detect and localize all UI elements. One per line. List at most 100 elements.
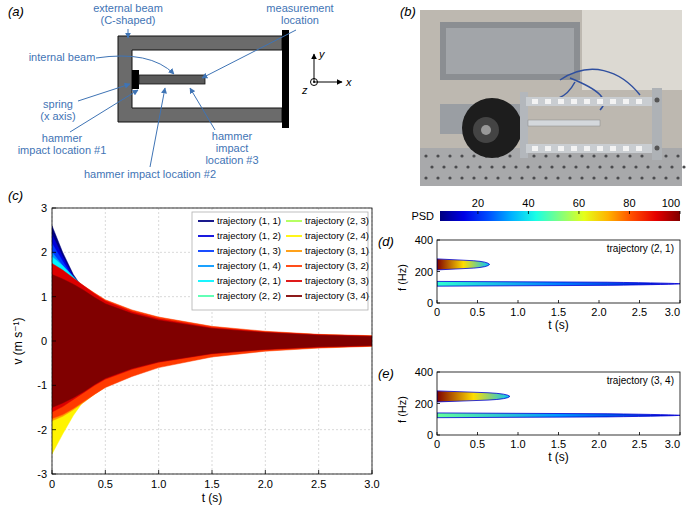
pointer-arrow [128,29,129,38]
tick-label: 200 [415,266,433,278]
pointer-arrow [150,88,165,167]
tick-label: 1.5 [551,306,566,318]
tick-label: 80 [623,197,635,209]
photo-shape [530,69,640,110]
tick-label: 0.5 [98,478,113,490]
photo-shape [462,98,522,158]
photo-shape [442,165,445,168]
background [0,0,692,507]
photo-shape [526,144,654,153]
spectrogram: 00.51.01.52.02.53.00200400t (s)f (Hz)(e)… [378,366,680,464]
tick [680,300,681,303]
pointer-arrow [202,30,296,78]
grid-line [52,429,372,430]
photo-shape [484,176,487,179]
photo-shape [436,176,439,179]
legend-swatch [198,250,214,252]
photo-shape [473,117,499,143]
photo-shape [544,154,547,157]
tick-label: 1 [41,291,47,303]
photo-shape [545,99,551,104]
photo-shape [592,154,595,157]
diagram-label: location [281,14,319,26]
tick-label: -1 [37,379,47,391]
photo-shape [610,165,613,168]
photo-shape [420,148,682,186]
end-plate [282,30,289,128]
photo-shape [597,146,603,151]
tick [437,300,438,303]
diagram-label: internal beam [29,51,96,63]
legend-swatch [286,220,302,222]
photo-shape [538,165,541,168]
figure: (a)external beam(C-shaped)internal beamm… [0,0,692,507]
photo-shape [508,176,511,179]
photo-shape [610,99,616,104]
tick-label: 1.5 [551,438,566,450]
axis-title: v (m s⁻¹) [11,318,25,365]
legend-swatch [286,295,302,297]
diagram-label: location #3 [205,154,258,166]
tick-label: 0 [434,438,440,450]
axis-title: f (Hz) [396,264,408,291]
photo-shape [490,165,493,168]
legend-label: trajectory (2, 4) [305,230,369,241]
photo-shape [676,176,679,179]
tick-label: 400 [415,234,433,246]
legend: trajectory (1, 1)trajectory (1, 2)trajec… [192,212,369,310]
panel-label: (e) [378,366,394,381]
tick-label: 0 [41,335,47,347]
pointer-arrow [96,56,174,74]
diagram: external beam(C-shaped)internal beammeas… [18,2,352,180]
photo-shape [440,22,580,80]
tick [52,252,56,253]
axis-out-of-plane-dot [313,81,315,83]
photo-shape [580,176,583,179]
photo-shape [532,176,535,179]
tick [52,470,53,474]
legend-swatch [198,295,214,297]
diagram-label: hammer [42,132,83,144]
photo-shape [528,120,600,126]
tick [639,432,640,435]
photo-shape [568,176,571,179]
diagram-label: hammer [212,130,253,142]
tick [629,211,630,214]
axis-out-of-plane [311,79,318,86]
tick [52,429,56,430]
tick-label: 0 [427,297,433,309]
photo-shape [646,165,649,168]
legend-label: trajectory (2, 2) [217,290,281,301]
photo-shape [496,176,499,179]
photo-shape [454,165,457,168]
photo-shape [584,99,590,104]
tick [318,470,319,474]
photo-shape [514,165,517,168]
tick-label: 3.0 [364,478,379,490]
legend-label: trajectory (3, 3) [305,275,369,286]
pointer-arrow [70,90,138,132]
tick [437,271,440,272]
photo-shape [628,154,631,157]
photo-shape [586,165,589,168]
axis-title: t (s) [548,318,569,332]
photo-shape [472,154,475,157]
tick [437,303,440,304]
legend-swatch [198,280,214,282]
tick-label: 40 [522,197,534,209]
tick [265,470,266,474]
axis-name: x [345,76,352,88]
ridges [437,391,680,418]
tick [52,474,56,475]
tick [477,211,478,214]
axis-name: y [318,48,326,60]
tick [437,372,440,373]
ridges [437,259,680,286]
tick [599,432,600,435]
photo-shape [636,146,642,151]
tick-label: 1.5 [204,478,219,490]
tick [437,240,440,241]
photo-shape [584,146,590,151]
tick-label: 2.0 [591,438,606,450]
tick [52,296,56,297]
